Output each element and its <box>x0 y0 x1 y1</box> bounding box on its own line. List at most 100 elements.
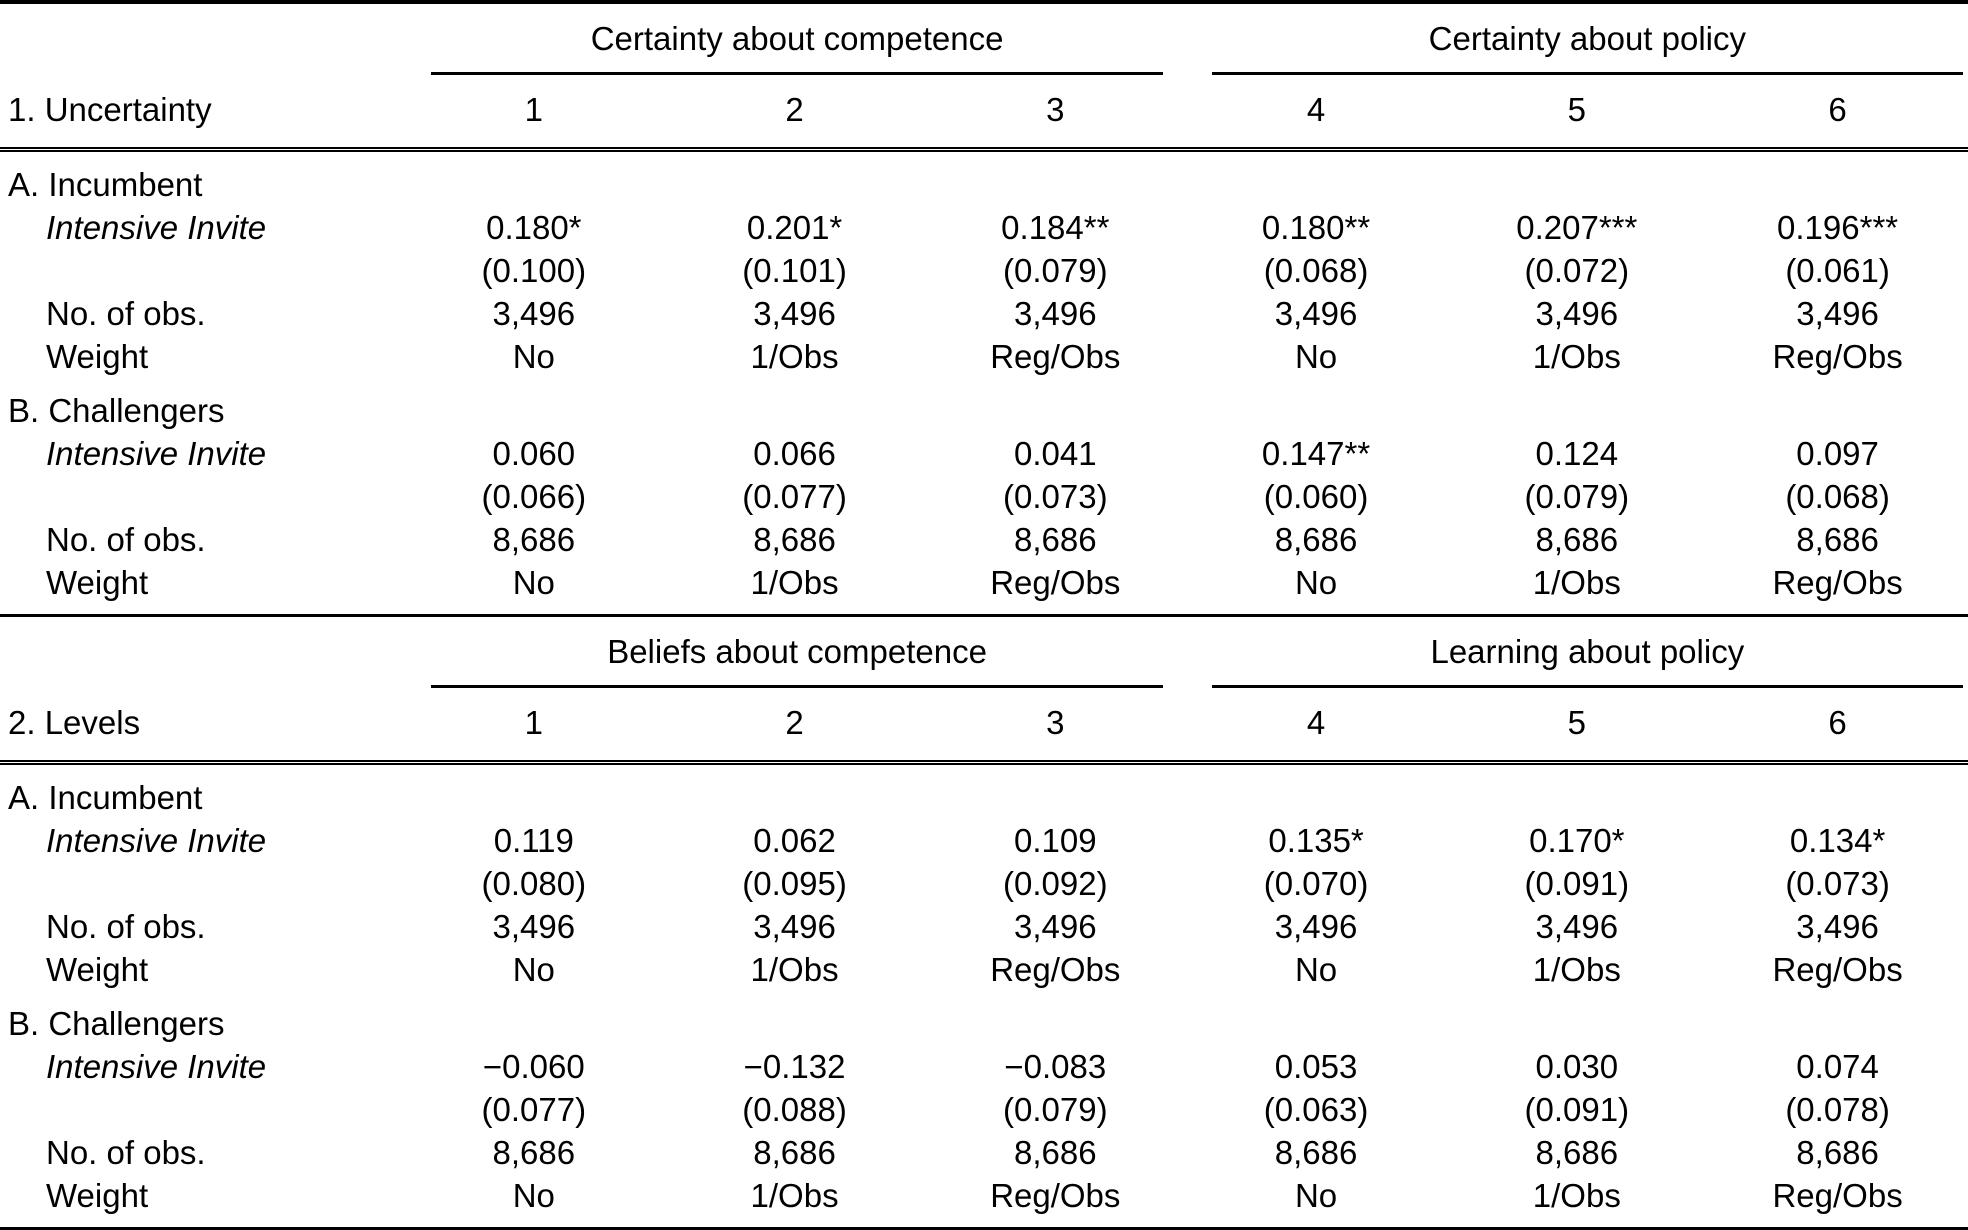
weight-cell: No <box>512 1177 555 1214</box>
obs-label: No. of obs. <box>46 1134 206 1171</box>
variable-label: Intensive Invite <box>46 209 267 246</box>
group-header-row: Beliefs about competence Learning about … <box>0 616 1968 689</box>
column-number: 1 <box>403 688 665 765</box>
variable-label: Intensive Invite <box>46 435 267 472</box>
section-header-row: A. Incumbent <box>0 763 1968 820</box>
group-header-certainty-competence: Certainty about competence <box>403 2 1185 75</box>
coefficient-cell: 0.097 <box>1796 435 1879 472</box>
empty-cell <box>0 475 403 518</box>
weight-cell: No <box>512 951 555 988</box>
empty-cell <box>0 862 403 905</box>
group-label: Certainty about policy <box>1211 4 1963 75</box>
stderr-cell: (0.072) <box>1524 252 1630 289</box>
empty-cell <box>0 249 403 292</box>
obs-cell: 8,686 <box>1796 521 1879 558</box>
weight-cell: No <box>1294 564 1338 601</box>
stderr-cell: (0.095) <box>742 865 847 902</box>
obs-cell: 8,686 <box>492 1134 576 1171</box>
group-label: Learning about policy <box>1211 617 1963 688</box>
stderr-cell: (0.060) <box>1263 478 1369 515</box>
coefficient-cell: 0.109 <box>1014 822 1097 859</box>
coefficient-row: Intensive Invite 0.119 0.062 0.109 0.135… <box>0 819 1968 862</box>
obs-row: No. of obs. 3,496 3,496 3,496 3,496 3,49… <box>0 292 1968 335</box>
obs-cell: 3,496 <box>753 908 836 945</box>
section-label: B. Challengers <box>8 1005 225 1042</box>
coefficient-cell: 0.180** <box>1261 209 1371 246</box>
column-number: 1 <box>403 75 665 152</box>
weight-cell: No <box>1294 951 1338 988</box>
empty-corner-cell <box>0 616 403 689</box>
coefficient-cell: 0.201* <box>746 209 843 246</box>
stderr-cell: (0.066) <box>481 478 587 515</box>
panel-uncertainty-table: Certainty about competence Certainty abo… <box>0 0 1968 614</box>
column-number: 3 <box>924 688 1186 765</box>
coefficient-row: Intensive Invite 0.180* 0.201* 0.184** 0… <box>0 206 1968 249</box>
group-label: Certainty about competence <box>431 4 1163 75</box>
coefficient-cell: 0.135* <box>1268 822 1364 859</box>
group-header-beliefs-competence: Beliefs about competence <box>403 616 1185 688</box>
section-header-row: A. Incumbent <box>0 150 1968 207</box>
weight-cell: No <box>1294 338 1338 375</box>
stderr-cell: (0.080) <box>481 865 587 902</box>
obs-label: No. of obs. <box>46 908 206 945</box>
obs-cell: 3,496 <box>1535 295 1619 332</box>
obs-cell: 3,496 <box>1014 295 1097 332</box>
obs-cell: 3,496 <box>1796 908 1879 945</box>
weight-row: Weight No 1/Obs Reg/Obs No 1/Obs Reg/Obs <box>0 1174 1968 1229</box>
obs-cell: 8,686 <box>1274 521 1358 558</box>
weight-cell: 1/Obs <box>750 564 839 601</box>
weight-cell: 1/Obs <box>1532 951 1621 988</box>
column-number: 5 <box>1446 75 1708 152</box>
weight-label: Weight <box>46 951 149 988</box>
stderr-cell: (0.091) <box>1524 1091 1630 1128</box>
obs-cell: 3,496 <box>492 908 576 945</box>
coefficient-cell: 0.134* <box>1789 822 1886 859</box>
empty-cell <box>0 1088 403 1131</box>
obs-row: No. of obs. 8,686 8,686 8,686 8,686 8,68… <box>0 518 1968 561</box>
coefficient-cell: −0.132 <box>743 1048 846 1085</box>
obs-cell: 3,496 <box>1796 295 1879 332</box>
stderr-cell: (0.088) <box>742 1091 847 1128</box>
weight-label: Weight <box>46 1177 149 1214</box>
coefficient-cell: 0.124 <box>1535 435 1619 472</box>
stderr-cell: (0.073) <box>1785 865 1890 902</box>
obs-cell: 8,686 <box>753 521 836 558</box>
weight-cell: 1/Obs <box>750 338 839 375</box>
obs-cell: 8,686 <box>492 521 576 558</box>
group-header-learning-policy: Learning about policy <box>1186 616 1968 688</box>
section-header-row: B. Challengers <box>0 378 1968 432</box>
obs-cell: 8,686 <box>1274 1134 1358 1171</box>
weight-cell: Reg/Obs <box>990 951 1121 988</box>
group-label: Beliefs about competence <box>431 617 1163 688</box>
coefficient-cell: 0.066 <box>753 435 836 472</box>
weight-label: Weight <box>46 564 149 601</box>
obs-cell: 3,496 <box>1274 908 1358 945</box>
column-number: 6 <box>1707 75 1968 152</box>
coefficient-cell: 0.119 <box>493 822 574 859</box>
obs-cell: 3,496 <box>1274 295 1358 332</box>
coefficient-cell: 0.062 <box>753 822 836 859</box>
column-number: 2 <box>664 75 925 152</box>
weight-cell: 1/Obs <box>1532 1177 1621 1214</box>
obs-row: No. of obs. 8,686 8,686 8,686 8,686 8,68… <box>0 1131 1968 1174</box>
panel-label: 2. Levels <box>0 688 404 765</box>
column-number: 5 <box>1446 688 1708 765</box>
column-header-row: 2. Levels 1 2 3 4 5 6 <box>0 688 1968 765</box>
weight-cell: Reg/Obs <box>1772 951 1903 988</box>
weight-cell: 1/Obs <box>750 951 839 988</box>
obs-cell: 3,496 <box>1014 908 1097 945</box>
coefficient-cell: 0.041 <box>1014 435 1097 472</box>
stderr-cell: (0.100) <box>481 252 587 289</box>
obs-cell: 8,686 <box>1014 1134 1097 1171</box>
stderr-row: (0.077) (0.088) (0.079) (0.063) (0.091) … <box>0 1088 1968 1131</box>
variable-label: Intensive Invite <box>46 822 267 859</box>
coefficient-cell: −0.060 <box>482 1048 585 1085</box>
obs-cell: 8,686 <box>1535 521 1619 558</box>
column-number: 6 <box>1707 688 1968 765</box>
section-label: A. Incumbent <box>8 166 203 203</box>
coefficient-cell: 0.207*** <box>1516 209 1638 246</box>
weight-cell: No <box>1294 1177 1338 1214</box>
weight-cell: Reg/Obs <box>990 338 1121 375</box>
coefficient-cell: 0.170* <box>1529 822 1625 859</box>
section-label: A. Incumbent <box>8 779 203 816</box>
